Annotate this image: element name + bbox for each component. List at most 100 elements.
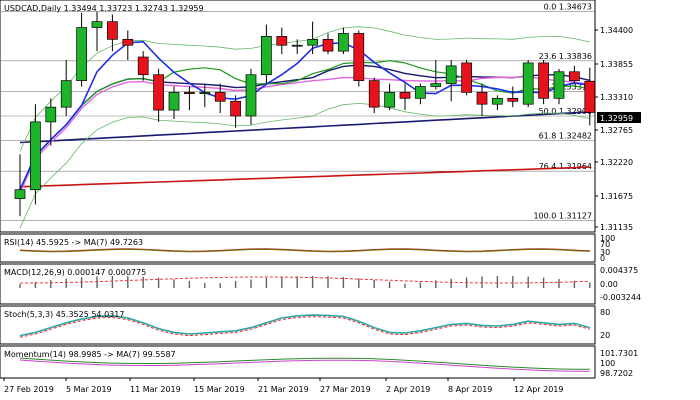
candle-body — [122, 38, 134, 46]
candle-body — [60, 80, 72, 108]
candle-body — [107, 21, 118, 40]
scale-label: 30 — [600, 248, 610, 257]
macd-panel — [0, 263, 596, 305]
stoch-panel — [0, 305, 596, 345]
candle-body — [461, 62, 472, 93]
candle-body — [322, 38, 334, 52]
macd-signal-line — [19, 276, 590, 284]
candle-body — [76, 27, 87, 81]
candle-body — [445, 65, 457, 84]
scale-label: -0.003244 — [600, 293, 641, 302]
momentum-lines — [19, 357, 590, 372]
candle-body — [30, 121, 41, 191]
macd-histogram — [19, 276, 591, 288]
price-label: 1.34400 — [600, 26, 633, 35]
fib-label: 100.0 1.31127 — [533, 212, 592, 221]
price-label: 1.31135 — [600, 223, 633, 232]
candle-body — [45, 106, 57, 123]
scale-label: 70 — [600, 240, 610, 249]
momentum-label: Momentum(14) 98.9985 -> MA(7) 99.5587 — [4, 350, 176, 359]
candle-body — [199, 92, 211, 94]
scale-label: 0.004375 — [600, 266, 638, 275]
candle-body — [569, 71, 580, 81]
price-label: 1.32765 — [600, 126, 633, 135]
scale-label: 100 — [600, 359, 615, 368]
scale-label: 80 — [600, 308, 610, 317]
momentum-ma-line — [19, 357, 590, 370]
fib-label: 0.0 1.34673 — [544, 2, 592, 11]
date-label: 15 Mar 2019 — [194, 385, 245, 394]
scale-label: 101.7301 — [600, 349, 638, 358]
candle-body — [14, 189, 26, 199]
fib-label: 61.8 1.32482 — [539, 132, 592, 141]
band-lower-line — [19, 102, 590, 229]
fib-label: 76.4 1.31964 — [539, 162, 592, 171]
candle-body — [276, 36, 288, 46]
candle-body — [399, 92, 411, 99]
indicator-lines — [19, 26, 590, 229]
date-label: 12 Apr 2019 — [514, 385, 563, 394]
candle-body — [184, 92, 195, 94]
current-price-label: 1.32959 — [600, 114, 633, 123]
date-label: 27 Mar 2019 — [320, 385, 371, 394]
momentum-line — [19, 359, 590, 372]
candle-body — [153, 74, 164, 111]
stoch-label: Stoch(5,3,3) 45.3525 54.0317 — [4, 310, 124, 319]
candle-body — [137, 56, 149, 76]
candle-body — [291, 44, 303, 47]
candle-body — [415, 86, 426, 99]
ma-slow-line — [19, 111, 590, 144]
candle-body — [584, 80, 596, 113]
rsi-ma-line — [19, 248, 590, 253]
candle-body — [91, 21, 103, 28]
rsi-panel — [0, 233, 596, 263]
fib-label: 23.6 1.33836 — [539, 52, 592, 61]
candle-body — [430, 83, 442, 87]
macd-label: MACD(12,26,9) 0.000147 0.000775 — [4, 268, 146, 277]
ma-green-line — [19, 59, 590, 190]
date-label: 11 Mar 2019 — [130, 385, 181, 394]
candle-body — [492, 97, 503, 105]
momentum-panel — [0, 345, 596, 379]
candle-body — [538, 62, 549, 99]
ma-long-line — [19, 166, 590, 188]
candle-body — [307, 38, 318, 46]
macd-scale: 0.004375 0.00 -0.003244 — [600, 266, 641, 302]
date-label: 5 Mar 2019 — [66, 385, 112, 394]
candle-body — [507, 97, 519, 102]
date-label: 2 Apr 2019 — [386, 385, 430, 394]
ma-magenta-line — [19, 75, 590, 193]
price-label: 1.32220 — [600, 158, 633, 167]
candle-body — [230, 100, 241, 117]
rsi-line — [19, 248, 590, 252]
candle-body — [384, 92, 395, 108]
candle-body — [368, 80, 380, 108]
rsi-lines — [19, 248, 590, 253]
fib-label: 50.0 1.32900 — [539, 107, 592, 116]
candle-body — [522, 62, 534, 105]
candle-body — [168, 92, 180, 111]
date-label: 27 Feb 2019 — [4, 385, 54, 394]
rsi-label: RSI(14) 45.5925 -> MA(7) 49.7263 — [4, 238, 143, 247]
scale-label: 100 — [600, 234, 615, 243]
candle-body — [338, 33, 349, 52]
candle-body — [214, 92, 226, 102]
stoch-scale: 80 20 — [600, 308, 610, 340]
current-price-box — [597, 112, 641, 123]
scale-label: 0.00 — [600, 280, 618, 289]
date-axis: 27 Feb 2019 5 Mar 2019 11 Mar 2019 15 Mar 2… — [3, 378, 563, 394]
candle-body — [353, 33, 365, 81]
band-upper-line — [19, 26, 590, 152]
ma-fast-line — [19, 40, 590, 191]
date-label: 8 Apr 2019 — [448, 385, 492, 394]
price-axis: 1.34400 1.33855 1.33310 1.32959 1.32765 1.322… — [595, 26, 641, 232]
candle-body — [476, 92, 488, 105]
date-label: 21 Mar 2019 — [258, 385, 309, 394]
price-label: 1.31675 — [600, 192, 633, 201]
candle-body — [553, 71, 565, 99]
scale-label: 20 — [600, 331, 610, 340]
